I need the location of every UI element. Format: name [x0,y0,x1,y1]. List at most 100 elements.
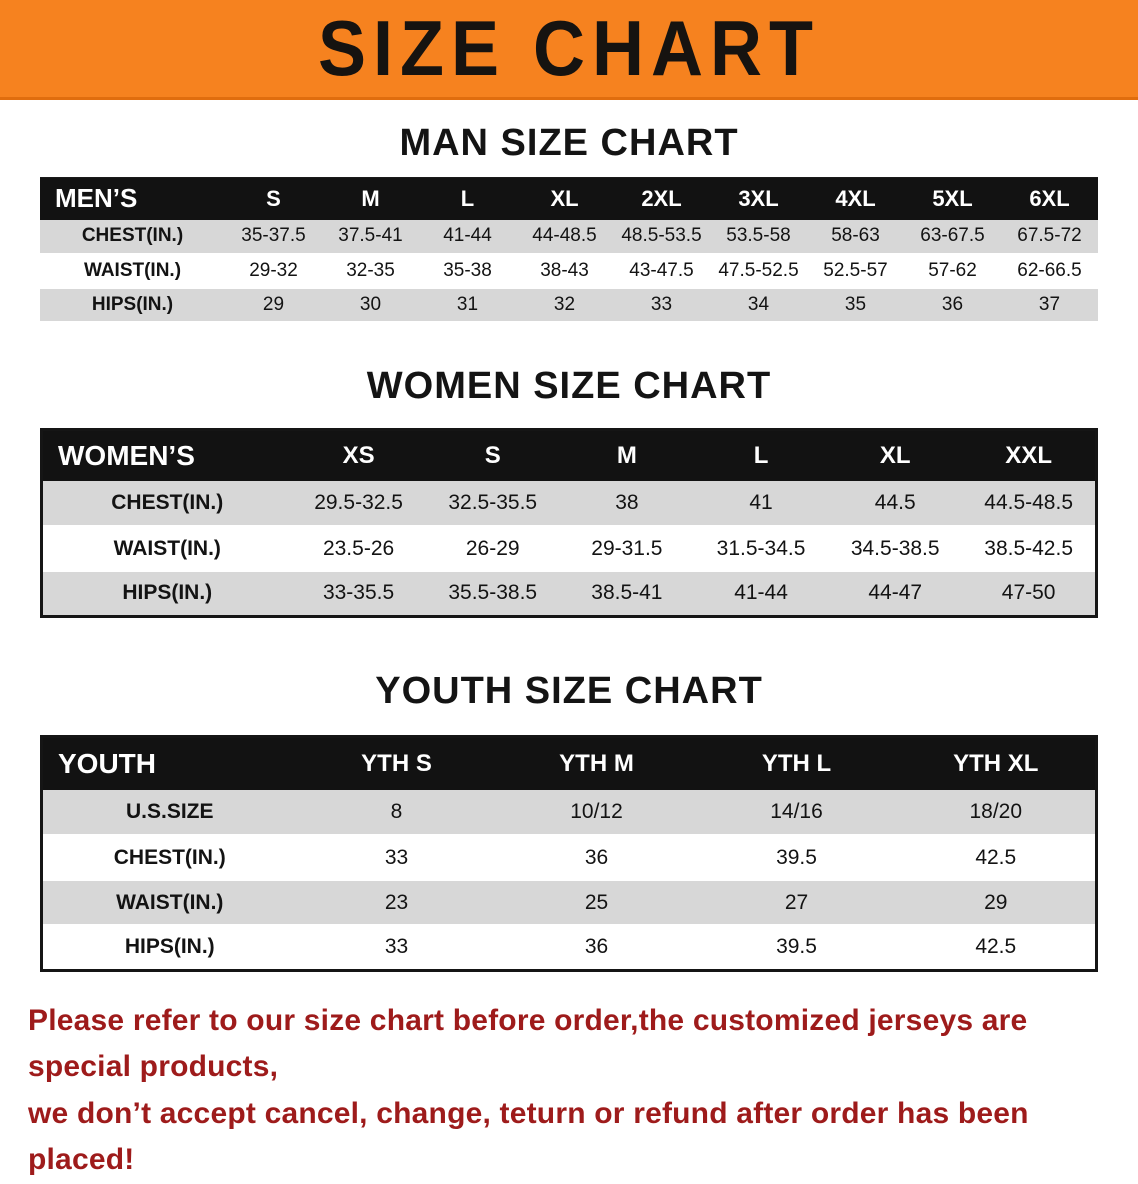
size-value-cell: 31 [419,287,516,323]
size-value-cell: 58-63 [807,219,904,255]
youth-size-column-header: YTH M [559,749,634,777]
men-section-heading: MAN SIZE CHART [399,122,739,164]
men-table-row: WAIST(IN.) 29-32 32-35 35-38 38-43 43-47.5 47.… [40,253,1098,289]
youth-size-column-header: YTH S [361,749,432,777]
row-label: HIPS(IN.) [41,925,297,971]
size-value-cell: 23 [296,880,497,926]
men-size-chart-section: MAN SIZE CHART MEN’S S M L XL 2XL 3XL 4XL 5XL 6XL C… [0,122,1138,323]
women-table-header-row: WOMEN’S XS S M L XL XXL [41,429,1097,481]
row-label: WAIST(IN.) [41,526,292,572]
size-value-cell: 38.5-42.5 [962,526,1097,572]
youth-table-row: CHEST(IN.) 33 36 39.5 42.5 [41,835,1097,881]
size-value-cell: 29-31.5 [559,526,694,572]
size-value-cell: 38.5-41 [559,571,694,617]
size-value-cell: 35.5-38.5 [425,571,560,617]
size-value-cell: 63-67.5 [904,219,1001,255]
size-value-cell: 33 [613,287,710,323]
size-value-cell: 44.5 [828,481,963,527]
page-title: SIZE CHART [318,5,820,92]
men-size-column-header: 5XL [932,185,973,211]
men-table-header-row: MEN’S S M L XL 2XL 3XL 4XL 5XL 6XL [40,177,1098,220]
row-label: CHEST(IN.) [41,481,292,527]
disclaimer: Please refer to our size chart before or… [0,998,1138,1184]
size-value-cell: 29.5-32.5 [291,481,426,527]
size-value-cell: 36 [904,287,1001,323]
men-size-column-header: 4XL [835,185,876,211]
size-value-cell: 34 [710,287,807,323]
size-value-cell: 32-35 [322,253,419,289]
size-value-cell: 31.5-34.5 [693,526,829,572]
size-value-cell: 47-50 [962,571,1097,617]
women-size-column-header: L [753,441,769,469]
size-value-cell: 25 [496,880,697,926]
women-size-column-header: XXL [1005,441,1052,469]
size-value-cell: 47.5-52.5 [710,253,807,289]
men-size-column-header: 6XL [1029,185,1070,211]
size-value-cell: 44.5-48.5 [962,481,1097,527]
size-value-cell: 26-29 [425,526,560,572]
youth-section-heading: YOUTH SIZE CHART [375,669,763,712]
row-label: HIPS(IN.) [41,571,292,617]
size-value-cell: 41-44 [693,571,829,617]
women-table-row: HIPS(IN.) 33-35.5 35.5-38.5 38.5-41 41-44 44-… [41,571,1097,617]
row-label: HIPS(IN.) [40,287,225,323]
size-value-cell: 37 [1001,287,1098,323]
youth-size-chart-section: YOUTH SIZE CHART YOUTH YTH S YTH M YTH L YTH … [0,670,1138,972]
size-value-cell: 8 [296,790,497,836]
size-value-cell: 29 [896,880,1097,926]
size-value-cell: 14/16 [696,790,897,836]
youth-table-header-row: YOUTH YTH S YTH M YTH L YTH XL [41,736,1097,790]
row-label: WAIST(IN.) [41,880,297,926]
disclaimer-line-2: we don’t accept cancel, change, teturn o… [28,1096,1029,1177]
men-size-table: MEN’S S M L XL 2XL 3XL 4XL 5XL 6XL CHEST(IN.) 35-37… [40,177,1098,323]
size-value-cell: 57-62 [904,253,1001,289]
size-value-cell: 38-43 [516,253,613,289]
men-size-column-header: 2XL [641,185,682,211]
size-value-cell: 42.5 [896,835,1097,881]
women-size-table: WOMEN’S XS S M L XL XXL CHEST(IN.) 29.5-32.5 32.5… [40,427,1098,618]
youth-size-column-header: YTH XL [953,749,1039,777]
youth-size-column-header: YTH L [761,749,832,777]
size-value-cell: 35-38 [419,253,516,289]
men-size-column-header: L [460,185,475,211]
size-value-cell: 10/12 [496,790,697,836]
size-value-cell: 37.5-41 [322,219,419,255]
women-section-heading: WOMEN SIZE CHART [366,364,772,407]
size-value-cell: 33 [296,925,497,971]
row-label: WAIST(IN.) [40,253,225,289]
size-value-cell: 43-47.5 [613,253,710,289]
size-value-cell: 27 [696,880,897,926]
row-label: CHEST(IN.) [41,835,297,881]
women-table-row: WAIST(IN.) 23.5-26 26-29 29-31.5 31.5-34.5 34… [41,526,1097,572]
size-value-cell: 62-66.5 [1001,253,1098,289]
size-value-cell: 18/20 [896,790,1097,836]
men-table-title-cell: MEN’S [55,183,138,214]
size-value-cell: 41 [693,481,829,527]
men-size-column-header: S [266,185,281,211]
size-value-cell: 48.5-53.5 [613,219,710,255]
size-value-cell: 34.5-38.5 [828,526,963,572]
women-table-title-cell: WOMEN’S [58,439,195,471]
youth-table-title-cell: YOUTH [58,747,156,779]
women-size-column-header: M [616,441,637,469]
size-value-cell: 39.5 [696,925,897,971]
size-value-cell: 39.5 [696,835,897,881]
size-value-cell: 30 [322,287,419,323]
women-size-column-header: XL [879,441,911,469]
youth-table-row: HIPS(IN.) 33 36 39.5 42.5 [41,925,1097,971]
size-value-cell: 36 [496,835,697,881]
row-label: U.S.SIZE [41,790,297,836]
size-value-cell: 53.5-58 [710,219,807,255]
size-value-cell: 44-48.5 [516,219,613,255]
size-value-cell: 52.5-57 [807,253,904,289]
size-value-cell: 33 [296,835,497,881]
size-value-cell: 32.5-35.5 [425,481,560,527]
size-value-cell: 32 [516,287,613,323]
men-size-column-header: XL [550,185,579,211]
youth-table-row: WAIST(IN.) 23 25 27 29 [41,880,1097,926]
size-value-cell: 23.5-26 [291,526,426,572]
size-value-cell: 33-35.5 [291,571,426,617]
women-size-column-header: S [484,441,501,469]
women-table-row: CHEST(IN.) 29.5-32.5 32.5-35.5 38 41 44.5 44.5… [41,481,1097,527]
